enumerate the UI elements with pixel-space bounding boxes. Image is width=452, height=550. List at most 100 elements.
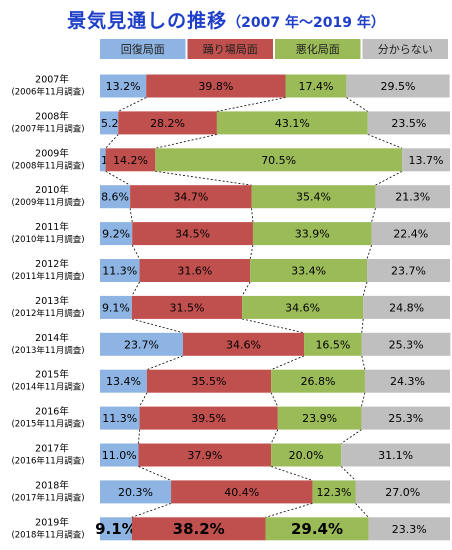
- data-label: 13.4%: [106, 375, 141, 388]
- data-label: 23.7%: [391, 264, 426, 277]
- legend-label: 踊り場局面: [203, 43, 258, 56]
- bar-segment: [368, 517, 450, 541]
- bar-segment: [363, 295, 450, 319]
- bar-segment: [285, 74, 347, 98]
- bar-segment: [100, 259, 140, 282]
- category-survey: (2009年11月調査): [11, 197, 84, 208]
- connector-line: [361, 392, 366, 407]
- data-label: 11.3%: [102, 412, 137, 425]
- bar-segment: [146, 369, 272, 393]
- connector-line: [375, 170, 403, 186]
- connector-line: [270, 429, 279, 444]
- bar-segment: [312, 480, 356, 504]
- data-label: 20.3%: [118, 486, 153, 499]
- data-label: 34.6%: [226, 338, 261, 351]
- category-year: 2019年: [35, 516, 69, 528]
- bar-segment: [105, 148, 156, 172]
- connector-line: [131, 281, 140, 297]
- connector-line: [155, 170, 252, 186]
- data-label: 33.4%: [291, 264, 326, 277]
- bar-segment: [131, 295, 243, 319]
- connector-line: [361, 355, 366, 370]
- connector-line: [139, 392, 148, 407]
- data-label: 27.0%: [385, 486, 420, 499]
- connector-line: [131, 244, 140, 260]
- bar-segment: [139, 406, 278, 430]
- data-label: 34.6%: [285, 301, 320, 314]
- bar-segment: [242, 295, 364, 319]
- category-year: 2010年: [35, 184, 69, 196]
- bar-segment: [131, 517, 266, 541]
- bar-segment: [100, 111, 119, 135]
- bar-segment: [130, 185, 252, 209]
- connector-line: [105, 134, 119, 149]
- data-label: 9.2%: [102, 228, 130, 241]
- connector-line: [361, 318, 364, 333]
- data-label: 23.9%: [302, 412, 337, 425]
- connector-line: [131, 503, 172, 518]
- connector-line: [129, 208, 133, 223]
- category-year: 2015年: [35, 369, 69, 381]
- data-label: 43.1%: [275, 117, 310, 130]
- data-label: 12.3%: [316, 486, 351, 499]
- data-label: 31.5%: [169, 301, 204, 314]
- data-label: 33.9%: [295, 228, 330, 241]
- bar-segment: [265, 517, 369, 541]
- category-survey: (2008年11月調査): [11, 160, 84, 171]
- bar-segment: [361, 332, 451, 356]
- bar-segment: [100, 332, 183, 356]
- data-label: 11.0%: [102, 449, 137, 462]
- connector-line: [340, 466, 356, 481]
- data-label: 70.5%: [261, 154, 296, 167]
- legend-swatch: [187, 39, 273, 59]
- chart-title-main: 景気見通しの推移: [67, 10, 228, 32]
- connector-line: [346, 97, 368, 112]
- data-label: 17.4%: [298, 80, 333, 93]
- data-label: 34.7%: [173, 191, 208, 204]
- connector-line: [146, 355, 184, 371]
- connector-line: [138, 466, 172, 481]
- bar-segment: [100, 148, 106, 172]
- bar-segment: [367, 259, 450, 282]
- connector-line: [340, 429, 362, 444]
- category-survey: (2014年11月調査): [11, 382, 84, 393]
- bar-segment: [402, 148, 450, 172]
- data-label: 25.3%: [388, 412, 423, 425]
- category-survey: (2015年11月調査): [11, 419, 84, 430]
- data-label: 39.8%: [198, 80, 233, 93]
- data-label: 13.2%: [106, 80, 141, 93]
- category-survey: (2013年11月調査): [11, 345, 84, 356]
- chart-title-sub: （2007 年～2019 年）: [227, 15, 385, 31]
- bar-segment: [155, 148, 403, 172]
- data-label: 22.4%: [393, 228, 428, 241]
- bar-segment: [100, 295, 132, 319]
- connector-line: [118, 97, 147, 112]
- data-label: 24.8%: [389, 301, 424, 314]
- connector-line: [138, 429, 140, 444]
- data-label: 29.4%: [291, 520, 343, 538]
- data-label: 23.3%: [392, 523, 427, 536]
- connector-line: [216, 97, 286, 112]
- bar-segment: [251, 185, 376, 209]
- data-label: 23.5%: [391, 117, 426, 130]
- category-survey: (2012年11月調査): [11, 308, 84, 319]
- connector-line: [249, 245, 254, 260]
- bar-segment: [252, 222, 372, 246]
- connector-line: [366, 244, 372, 260]
- category-survey: (2006年11月調査): [11, 87, 84, 98]
- connector-line: [241, 281, 251, 297]
- connector-line: [355, 503, 369, 518]
- bar-segment: [271, 443, 342, 467]
- data-label: 38.2%: [173, 520, 225, 538]
- chart-title: 景気見通しの推移（2007 年～2019 年）: [0, 6, 452, 33]
- bar-segment: [375, 185, 450, 209]
- legend-label: 悪化局面: [296, 42, 340, 56]
- category-survey: (2011年11月調査): [11, 271, 84, 282]
- bar-segment: [341, 443, 450, 467]
- data-label: 20.0%: [289, 449, 324, 462]
- bar-segment: [100, 369, 147, 393]
- data-label: 16.5%: [315, 338, 350, 351]
- data-label: 26.8%: [301, 375, 336, 388]
- data-label: 40.4%: [224, 486, 259, 499]
